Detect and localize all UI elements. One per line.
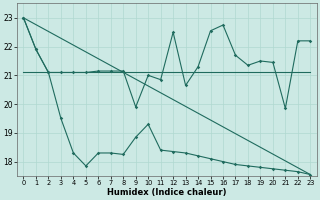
X-axis label: Humidex (Indice chaleur): Humidex (Indice chaleur) bbox=[107, 188, 227, 197]
